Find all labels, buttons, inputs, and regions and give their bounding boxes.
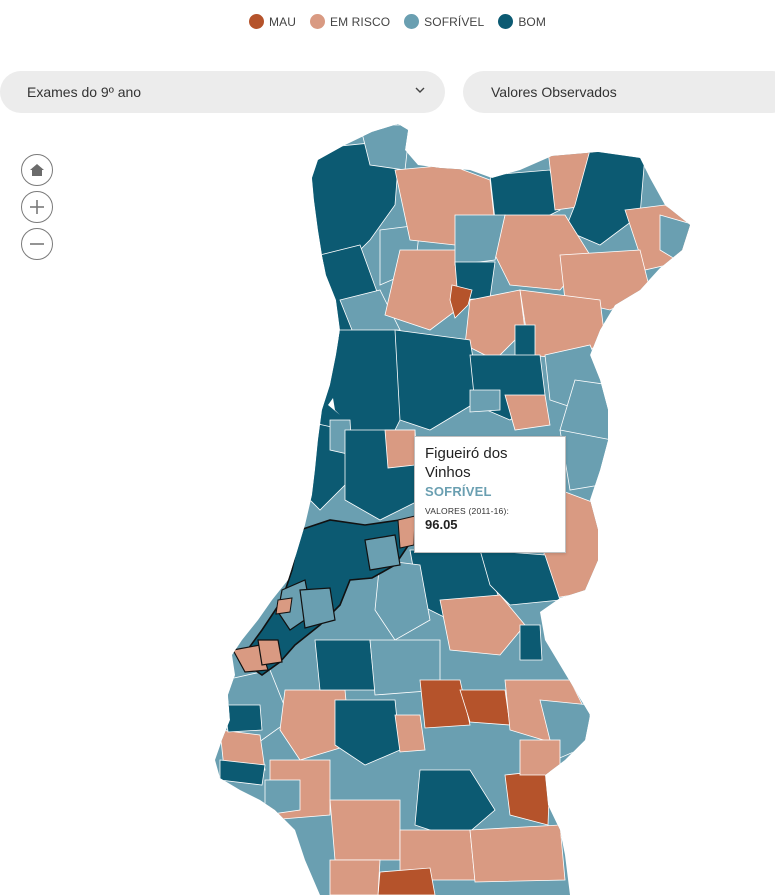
chevron-down-icon (415, 87, 425, 93)
values-select[interactable]: Valores Observados (463, 71, 775, 113)
legend-swatch-mau (249, 14, 265, 29)
exam-select-value: Exames do 9º ano (27, 84, 142, 100)
map-tooltip: Figueiró dos Vinhos SOFRÍVEL VALORES (20… (414, 436, 566, 553)
municipality[interactable] (464, 289, 526, 361)
coastal-lagoon (328, 398, 340, 415)
municipality[interactable] (519, 739, 561, 776)
municipality[interactable] (377, 867, 436, 895)
values-select-value: Valores Observados (491, 84, 617, 100)
map-legend: MAU EM RISCO SOFRÍVEL BOM (0, 14, 775, 29)
home-button[interactable] (21, 154, 53, 186)
tooltip-municipality-name: Figueiró dos Vinhos (425, 445, 508, 481)
municipality[interactable] (449, 284, 473, 319)
municipality[interactable] (374, 559, 431, 641)
legend-item-sofrivel[interactable]: SOFRÍVEL (404, 14, 484, 29)
legend-item-em-risco[interactable]: EM RISCO (310, 14, 390, 29)
municipality[interactable] (394, 714, 426, 753)
municipality[interactable] (299, 587, 336, 629)
municipality[interactable] (257, 639, 283, 666)
municipality[interactable] (219, 759, 266, 786)
legend-label-mau: MAU (269, 14, 297, 29)
municipality[interactable] (384, 429, 416, 469)
municipality[interactable] (519, 624, 543, 661)
municipality[interactable] (264, 779, 301, 816)
municipality[interactable] (329, 799, 401, 861)
tooltip-values-label: VALORES (2011-16): (425, 506, 510, 516)
municipality[interactable] (504, 394, 551, 431)
legend-label-em-risco: EM RISCO (330, 14, 391, 29)
exam-select[interactable]: Exames do 9º ano (0, 71, 445, 113)
municipality[interactable] (419, 679, 471, 729)
legend-swatch-sofrivel (404, 14, 420, 29)
legend-swatch-em-risco (310, 14, 326, 29)
municipality[interactable] (314, 639, 376, 691)
zoom-out-icon (30, 243, 44, 245)
legend-item-bom[interactable]: BOM (498, 14, 546, 29)
zoom-in-icon (30, 200, 44, 214)
home-icon (30, 164, 44, 176)
municipality[interactable] (329, 859, 381, 895)
municipality[interactable] (469, 824, 566, 883)
legend-item-mau[interactable]: MAU (249, 14, 296, 29)
legend-label-sofrivel: SOFRÍVEL (424, 14, 485, 29)
municipality[interactable] (479, 549, 561, 606)
tooltip-value: 96.05 (425, 517, 458, 532)
municipality[interactable] (454, 214, 506, 266)
municipality[interactable] (364, 534, 401, 571)
municipality-figueiro-dos-vinhos[interactable] (397, 515, 416, 549)
municipality[interactable] (469, 389, 501, 413)
municipality[interactable] (224, 704, 263, 733)
municipality[interactable] (232, 644, 269, 673)
zoom-in-button[interactable] (21, 191, 53, 223)
municipality[interactable] (384, 249, 471, 331)
legend-swatch-bom (498, 14, 514, 29)
municipality[interactable] (439, 594, 526, 656)
municipality[interactable] (334, 699, 401, 766)
zoom-out-button[interactable] (21, 228, 53, 260)
municipality[interactable] (414, 769, 496, 841)
municipality[interactable] (275, 597, 293, 615)
municipality[interactable] (394, 329, 481, 431)
legend-label-bom: BOM (518, 14, 546, 29)
tooltip-category: SOFRÍVEL (425, 484, 492, 499)
